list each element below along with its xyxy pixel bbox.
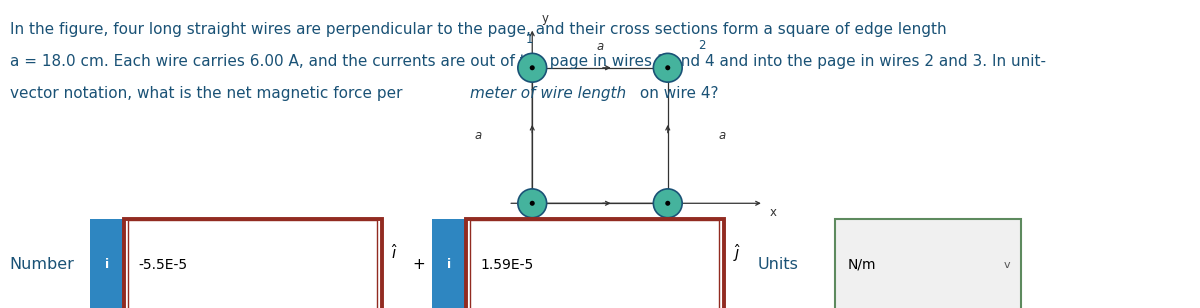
Text: a: a xyxy=(718,129,725,142)
Text: a: a xyxy=(596,218,604,231)
Text: $\hat{\imath}$: $\hat{\imath}$ xyxy=(391,243,398,262)
Text: a = 18.0 cm. Each wire carries 6.00 A, and the currents are out of the page in w: a = 18.0 cm. Each wire carries 6.00 A, a… xyxy=(10,54,1045,69)
FancyBboxPatch shape xyxy=(466,219,724,308)
Text: vector notation, what is the net magnetic force per: vector notation, what is the net magneti… xyxy=(10,86,407,101)
Text: Units: Units xyxy=(757,257,798,272)
Ellipse shape xyxy=(665,201,671,206)
FancyBboxPatch shape xyxy=(90,219,124,308)
Text: x: x xyxy=(769,206,776,219)
Text: +: + xyxy=(413,257,426,272)
FancyBboxPatch shape xyxy=(835,219,1021,308)
Text: meter of wire length: meter of wire length xyxy=(470,86,626,101)
Text: N/m: N/m xyxy=(847,258,876,272)
Text: 1: 1 xyxy=(526,33,534,46)
Text: $\hat{\jmath}$: $\hat{\jmath}$ xyxy=(733,241,742,264)
Ellipse shape xyxy=(665,65,671,70)
Text: -5.5E-5: -5.5E-5 xyxy=(138,258,187,272)
Text: Number: Number xyxy=(10,257,74,272)
Text: a: a xyxy=(596,40,604,53)
Text: i: i xyxy=(104,258,109,271)
Ellipse shape xyxy=(529,201,535,206)
Text: 1.59E-5: 1.59E-5 xyxy=(480,258,533,272)
FancyBboxPatch shape xyxy=(128,220,377,308)
FancyBboxPatch shape xyxy=(124,219,382,308)
FancyBboxPatch shape xyxy=(432,219,466,308)
Ellipse shape xyxy=(518,53,547,82)
Ellipse shape xyxy=(653,189,682,218)
Text: i: i xyxy=(446,258,451,271)
Text: 2: 2 xyxy=(697,39,706,52)
Text: on wire 4?: on wire 4? xyxy=(635,86,719,101)
Text: y: y xyxy=(542,12,548,25)
Ellipse shape xyxy=(518,189,547,218)
Text: 4: 4 xyxy=(526,219,534,232)
Text: v: v xyxy=(1003,260,1010,270)
FancyBboxPatch shape xyxy=(470,220,719,308)
Ellipse shape xyxy=(653,53,682,82)
Text: a: a xyxy=(475,129,482,142)
Text: 3: 3 xyxy=(677,219,685,232)
Text: In the figure, four long straight wires are perpendicular to the page, and their: In the figure, four long straight wires … xyxy=(10,22,947,37)
Ellipse shape xyxy=(529,65,535,70)
